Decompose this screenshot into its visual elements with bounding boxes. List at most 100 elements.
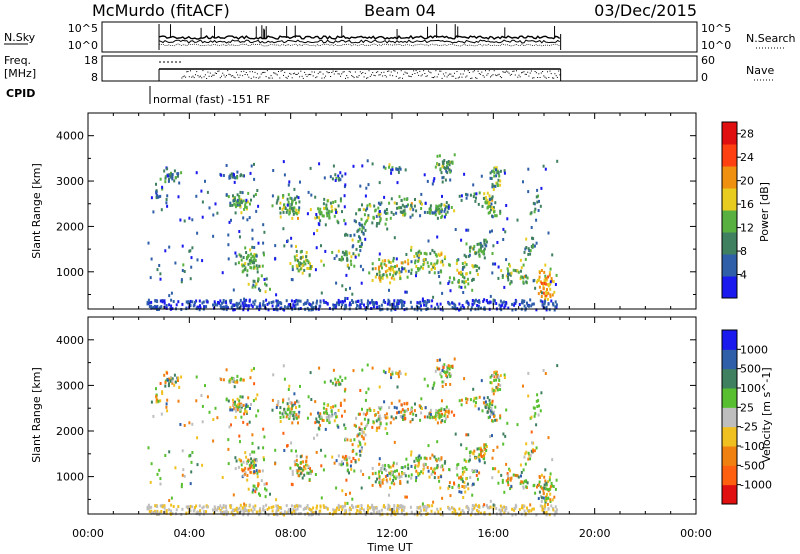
velocity-cell xyxy=(429,408,432,412)
velocity-cell xyxy=(375,506,378,510)
power-cell xyxy=(536,188,539,192)
velocity-cell xyxy=(298,404,301,408)
power-cell xyxy=(256,189,259,192)
velocity-cell xyxy=(459,511,462,515)
nave-dot xyxy=(245,72,247,73)
velocity-cell xyxy=(425,457,428,461)
nave-dot xyxy=(296,74,298,75)
velocity-cell xyxy=(447,411,450,415)
power-cell xyxy=(208,206,211,210)
velocity-cell xyxy=(488,398,491,402)
nave-dot xyxy=(394,70,396,72)
velocity-cell xyxy=(244,407,247,411)
power-cell xyxy=(345,253,348,257)
velocity-cell xyxy=(399,480,402,483)
power-cell xyxy=(214,303,217,307)
power-cell xyxy=(313,232,315,236)
power-cell xyxy=(305,255,308,259)
velocity-cell xyxy=(490,401,493,405)
power-cell xyxy=(263,304,266,308)
nave-dot xyxy=(497,74,499,76)
velocity-cell xyxy=(535,446,538,450)
power-cell xyxy=(358,245,361,248)
velocity-cell xyxy=(390,373,392,376)
velocity-cell xyxy=(469,450,472,454)
power-cell xyxy=(242,199,245,203)
velocity-cell xyxy=(499,383,502,387)
power-cell xyxy=(308,273,311,277)
velocity-cell xyxy=(341,455,344,459)
power-cell xyxy=(242,269,245,273)
power-cell xyxy=(316,215,319,219)
power-cell xyxy=(527,247,530,251)
power-cell xyxy=(445,201,448,205)
velocity-cell xyxy=(530,415,533,419)
nave-dot xyxy=(486,74,488,76)
velocity-cell xyxy=(495,378,498,382)
power-cell xyxy=(309,266,312,270)
velocity-cell xyxy=(367,421,370,425)
power-cell xyxy=(349,259,352,263)
nave-dot xyxy=(398,77,400,79)
power-cell xyxy=(461,280,464,284)
nave-dot xyxy=(518,74,520,76)
power-cell xyxy=(401,267,404,271)
power-cell xyxy=(255,282,258,286)
nave-dot xyxy=(276,74,278,76)
velocity-cell xyxy=(449,382,452,386)
power-cell xyxy=(232,197,235,201)
velocity-cell xyxy=(229,406,232,410)
power-cell xyxy=(364,306,367,310)
velocity-cell xyxy=(240,377,242,381)
velocity-cell xyxy=(258,469,261,473)
power-cell xyxy=(434,210,437,214)
power-cell xyxy=(532,237,535,241)
power-cell xyxy=(443,257,446,260)
velocity-cell xyxy=(423,462,426,466)
velocity-cell xyxy=(537,413,540,417)
velocity-cell xyxy=(436,421,439,425)
velocity-cell xyxy=(358,412,361,416)
velocity-cell xyxy=(299,504,302,508)
power-cell xyxy=(335,176,338,180)
velocity-cell xyxy=(328,418,331,422)
velocity-cell xyxy=(284,410,286,414)
power-cell xyxy=(548,271,551,275)
velocity-cell xyxy=(396,469,398,473)
velocity-cell xyxy=(339,403,342,407)
power-cell xyxy=(480,250,483,254)
power-cell xyxy=(430,268,433,271)
velocity-cell xyxy=(400,475,403,478)
velocity-cell xyxy=(250,457,253,461)
velocity-cell xyxy=(291,483,294,487)
power-cell xyxy=(395,270,398,274)
power-cell xyxy=(439,281,442,285)
velocity-cell xyxy=(296,469,299,473)
nave-dot xyxy=(553,77,555,79)
power-cell xyxy=(168,245,171,249)
velocity-cell xyxy=(168,382,170,386)
velocity-cell xyxy=(228,379,231,383)
power-cell xyxy=(462,291,465,294)
power-cell xyxy=(372,302,375,306)
power-cell xyxy=(163,301,166,305)
power-cell xyxy=(410,271,413,275)
power-cell xyxy=(352,300,355,304)
power-cell xyxy=(178,181,181,185)
velocity-cell xyxy=(542,369,545,372)
velocity-cell xyxy=(255,469,258,473)
power-cell xyxy=(415,271,418,275)
velocity-cell xyxy=(510,476,513,480)
velocity-cell xyxy=(478,447,481,451)
velocity-cell xyxy=(461,509,464,512)
power-cell xyxy=(505,274,508,278)
power-cell xyxy=(485,240,488,244)
velocity-cell xyxy=(403,402,406,406)
velocity-cell xyxy=(432,468,435,472)
power-cell xyxy=(240,199,243,203)
velocity-cell xyxy=(290,407,293,411)
power-cell xyxy=(426,211,429,214)
power-cell xyxy=(469,271,472,275)
power-cell xyxy=(447,203,450,207)
velocity-cell xyxy=(279,411,281,415)
